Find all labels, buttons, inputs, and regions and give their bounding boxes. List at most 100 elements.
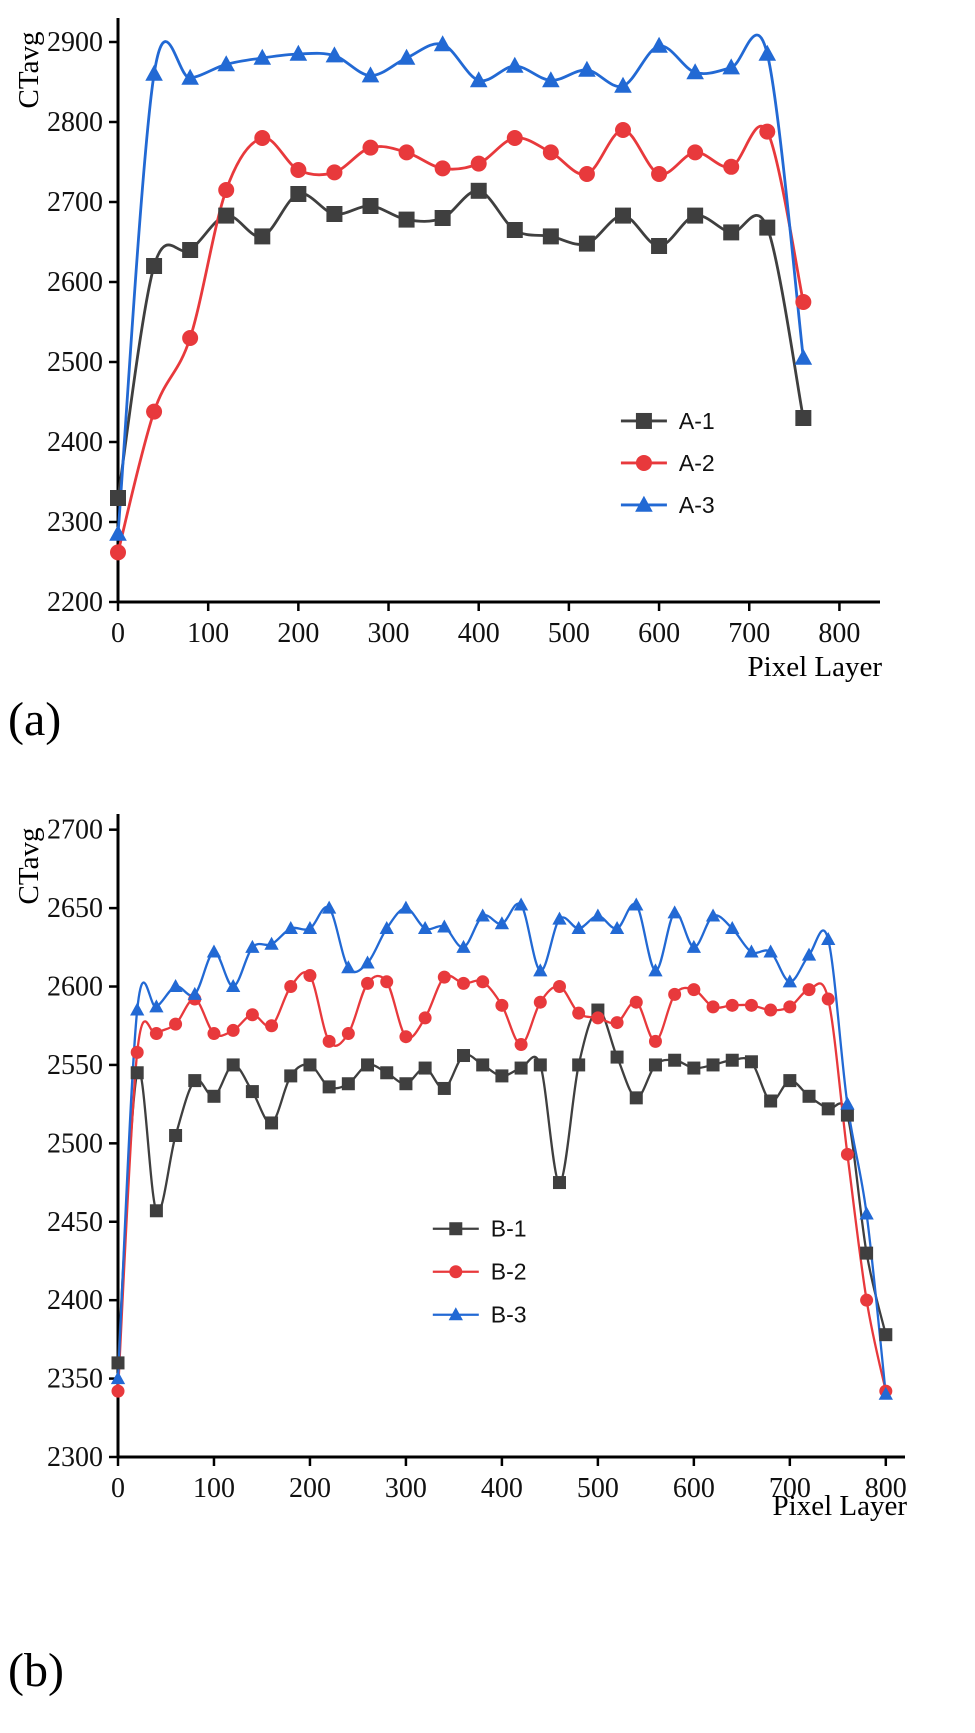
series-B-3-marker [226, 979, 241, 993]
series-B-1-marker [687, 1061, 701, 1075]
series-B-3-marker [321, 900, 337, 914]
series-A-3-marker [217, 55, 236, 72]
legend-label-A-3: A-3 [679, 492, 715, 518]
series-A-2-marker [687, 144, 704, 161]
y-tick-label: 2700 [47, 187, 103, 218]
series-B-2-marker [130, 1045, 144, 1059]
series-B-2-marker [361, 976, 375, 990]
series-B-3-marker [629, 897, 644, 911]
series-B-3-marker [571, 921, 586, 935]
series-B-2-marker [687, 983, 701, 997]
series-B-2-marker [437, 970, 451, 984]
y-axis-title: CTavg [13, 32, 45, 109]
series-B-3-marker [283, 921, 298, 935]
series-A-1-marker [254, 228, 271, 245]
series-B-3-marker [494, 916, 510, 930]
y-tick-label: 2500 [47, 1128, 103, 1159]
series-B-1-marker [361, 1058, 375, 1072]
legend-a: A-1 A-2 A-3 [620, 408, 715, 518]
series-B-3-marker [360, 955, 375, 969]
series-A-2-marker [506, 130, 523, 146]
series-B-3-marker [379, 921, 394, 935]
series-B-1-marker [706, 1058, 720, 1072]
series-A-2-marker [398, 144, 415, 161]
series-B-3-marker [705, 908, 721, 922]
series-A-2-marker [290, 162, 307, 178]
y-tick-label: 2300 [47, 1442, 103, 1473]
series-B-2-marker [457, 976, 471, 990]
legend-marker-A-2 [635, 454, 652, 471]
legend-marker-B-2 [449, 1265, 463, 1279]
series-A-1-marker [398, 211, 415, 228]
series-A-1-marker [434, 210, 451, 226]
series-A-2-marker [146, 403, 163, 420]
series-B-1-marker [744, 1055, 758, 1069]
series-B-1-marker [879, 1328, 893, 1342]
x-axis-title: Pixel Layer [773, 1490, 908, 1522]
series-A-2-marker [542, 144, 559, 161]
series-A-3-marker [109, 524, 127, 541]
series-B-1-marker [149, 1204, 163, 1218]
chart-svg-b: 2300 2350 2400 2450 2500 2550 2600 2650 2700 0 100… [13, 814, 908, 1522]
series-B-2-marker [533, 995, 547, 1009]
y-tick-label: 2400 [47, 1285, 103, 1316]
series-A-3-marker [289, 44, 308, 61]
x-tick-label: 800 [818, 618, 860, 649]
series-B-2-marker [572, 1006, 586, 1020]
series-A-3-marker [253, 48, 272, 65]
series-A-1-marker [651, 238, 668, 254]
series-B-3-marker [533, 963, 548, 977]
series-B-1-marker [341, 1077, 355, 1091]
series-A-2-marker [614, 122, 631, 138]
series-B-3-marker [168, 979, 183, 993]
series-A-3-marker [722, 58, 741, 75]
series-B-1-marker [265, 1116, 279, 1130]
x-tick-label: 700 [769, 1473, 811, 1504]
series-B-1-marker [495, 1069, 509, 1083]
series-B-1-markers [111, 1003, 893, 1370]
series-B-3-marker [417, 921, 433, 935]
series-A-1-marker [578, 235, 595, 252]
series-B-1-marker [322, 1080, 336, 1094]
series-A-1-marker [687, 207, 704, 224]
x-tick-label: 700 [728, 618, 770, 649]
series-B-1-marker [764, 1094, 778, 1108]
series-B-1-marker [457, 1049, 471, 1063]
series-A-2-marker [362, 139, 379, 156]
series-A-3-marker [542, 71, 560, 88]
series-B-3-marker [725, 921, 740, 935]
series-A-1-marker [362, 198, 379, 214]
series-B-2-marker [668, 987, 682, 1001]
series-B-2-marker [169, 1017, 183, 1031]
series-B-3-marker [840, 1096, 855, 1110]
series-B-1-marker [802, 1089, 816, 1103]
series-B-1-marker [380, 1066, 394, 1080]
series-B-1-marker [437, 1081, 451, 1095]
series-B-3-marker [513, 897, 529, 911]
series-B-2-marker [207, 1027, 221, 1041]
series-B-3-marker [110, 1371, 126, 1385]
chart-panel-b: 2300 2350 2400 2450 2500 2550 2600 2650 2700 0 100… [0, 799, 975, 1529]
series-B-3-marker [744, 944, 759, 958]
series-A-1-marker [470, 182, 487, 199]
series-B-1-marker [226, 1058, 240, 1072]
series-B-3-marker [590, 908, 606, 922]
series-A-1-line [116, 189, 805, 500]
series-A-1-marker [110, 490, 126, 506]
y-tick-label: 2900 [47, 27, 103, 58]
series-A-1-marker [795, 410, 812, 426]
series-A-2-marker [182, 330, 199, 346]
series-B-1-marker [476, 1058, 490, 1072]
series-A-2-marker [759, 123, 776, 140]
series-B-2-marker [111, 1384, 125, 1398]
series-B-2-marker [245, 1008, 259, 1022]
series-B-3-markers [110, 897, 893, 1400]
series-A-1-marker [506, 222, 523, 238]
y-tick-label: 2800 [47, 107, 103, 138]
series-A-1-marker [290, 186, 307, 202]
legend-marker-B-3 [448, 1307, 463, 1321]
series-B-1-marker [610, 1050, 624, 1064]
series-A-2-marker [795, 294, 812, 310]
x-tick-label: 0 [111, 1473, 125, 1504]
